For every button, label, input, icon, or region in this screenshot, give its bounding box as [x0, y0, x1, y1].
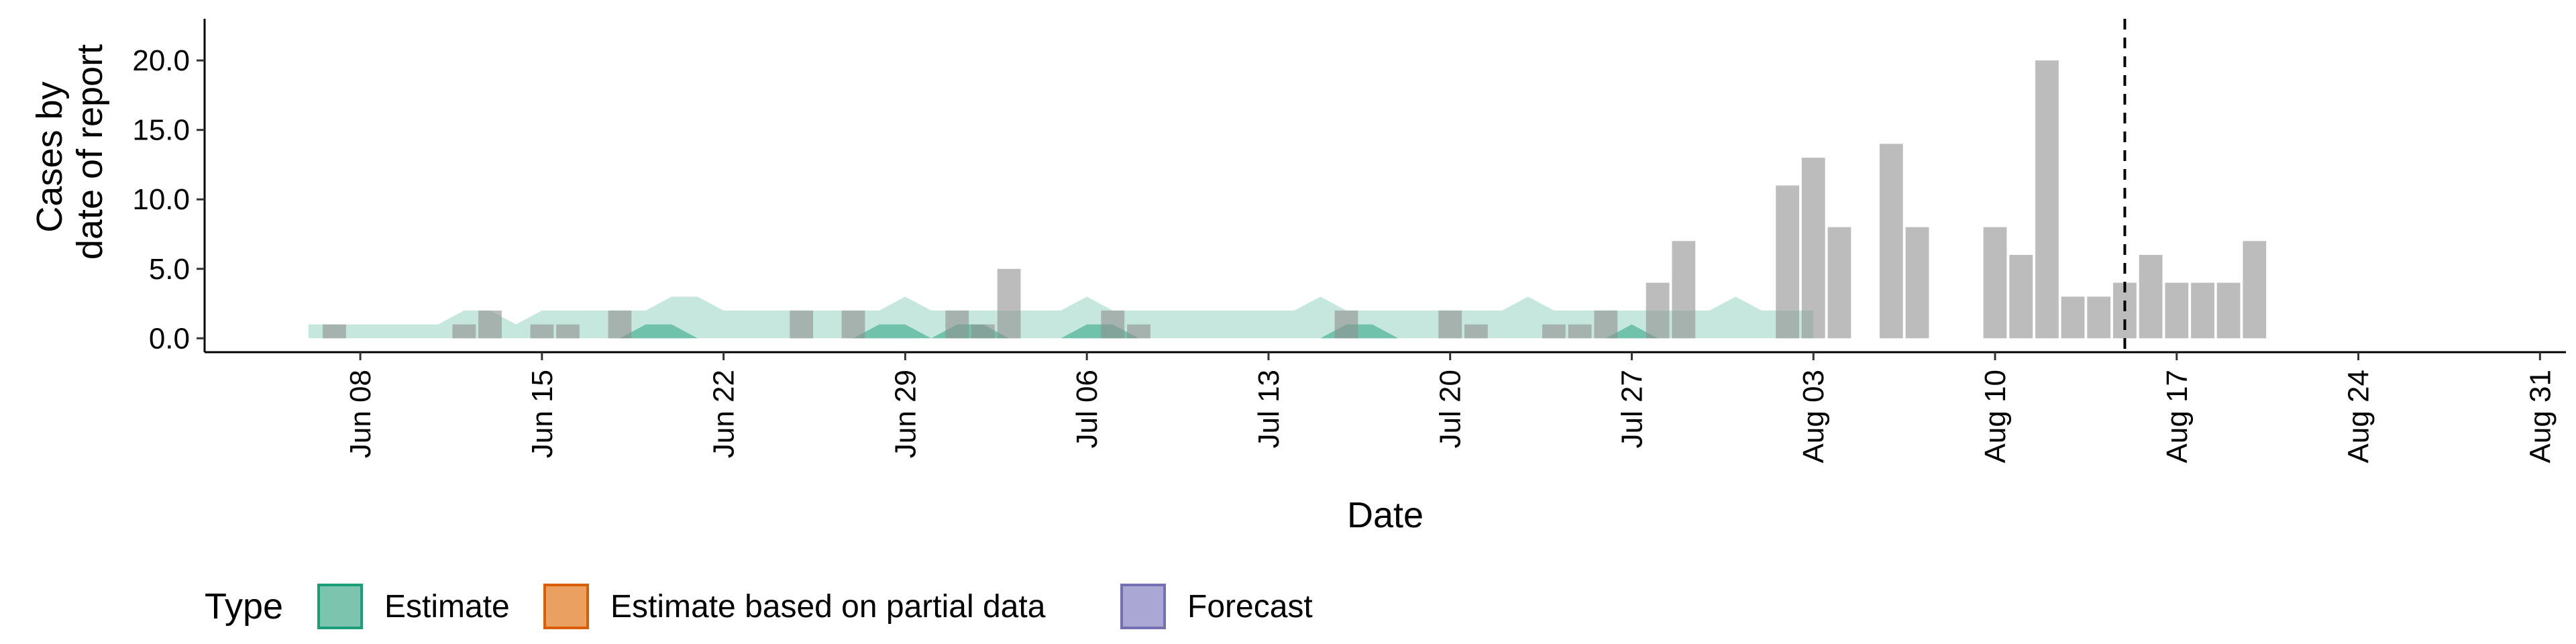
y-tick-label: 20.0: [132, 44, 190, 77]
case-bar: [1801, 158, 1825, 339]
legend-swatch: [317, 584, 363, 629]
case-bar: [1438, 310, 1462, 339]
case-bar: [2165, 282, 2189, 339]
legend-label: Forecast: [1187, 589, 1313, 625]
series-0-inner-band: [308, 324, 1814, 339]
x-tick-label: Aug 10: [1979, 370, 2012, 463]
x-tick-label: Jun 08: [344, 370, 377, 458]
x-tick-label: Aug 24: [2343, 370, 2375, 463]
case-bar: [997, 268, 1021, 339]
x-tick-label: Aug 17: [2161, 370, 2194, 463]
series-0-outer-band: [308, 297, 1814, 339]
case-bar: [1776, 185, 1799, 339]
case-bar: [2009, 255, 2033, 339]
case-bar: [1879, 144, 1903, 339]
x-axis-title: Date: [1347, 495, 1424, 535]
x-tick-label: Jun 29: [889, 370, 922, 458]
case-bar: [1127, 324, 1150, 339]
plot-area: [308, 19, 2267, 352]
case-bar: [945, 310, 969, 339]
case-bar: [1464, 324, 1488, 339]
y-axis-title-line-2: date of report: [70, 44, 110, 260]
case-bar: [1905, 227, 1929, 339]
x-tick-label: Jul 13: [1252, 370, 1285, 448]
case-bar: [452, 324, 476, 339]
case-bar: [1594, 310, 1618, 339]
y-tick-label: 10.0: [132, 183, 190, 216]
case-bar: [2216, 282, 2241, 339]
legend-label: Estimate: [384, 589, 510, 625]
legend: Type Estimate Estimate based on partial da…: [205, 584, 1313, 629]
y-axis-title-line-1: Cases by: [30, 81, 70, 232]
legend-title: Type: [205, 586, 283, 627]
case-bar: [2061, 297, 2085, 339]
x-tick-label: Aug 31: [2524, 370, 2557, 463]
legend-swatch: [1120, 584, 1166, 629]
case-bar: [841, 310, 865, 339]
case-bar: [1568, 324, 1592, 339]
case-bar: [2243, 241, 2267, 339]
case-bar: [790, 310, 814, 339]
legend-label: Estimate based on partial data: [610, 589, 1046, 625]
case-bar: [1646, 282, 1670, 339]
case-bar: [323, 324, 346, 339]
legend-swatch: [543, 584, 589, 629]
x-tick-label: Jul 06: [1071, 370, 1104, 448]
x-tick-label: Jun 22: [708, 370, 741, 458]
case-bar: [608, 310, 632, 339]
case-bar: [1101, 310, 1125, 339]
x-tick-label: Jun 15: [526, 370, 559, 458]
case-bar: [556, 324, 580, 339]
x-tick-label: Jul 20: [1434, 370, 1467, 448]
case-bar: [478, 310, 502, 339]
case-bar: [1672, 241, 1696, 339]
case-bar: [1334, 310, 1358, 339]
case-bar: [530, 324, 554, 339]
case-bar: [2139, 255, 2163, 339]
x-tick-label: Aug 03: [1797, 370, 1830, 463]
y-tick-label: 15.0: [132, 114, 190, 147]
case-bar: [2087, 297, 2111, 339]
case-bar: [1827, 227, 1851, 339]
case-bar: [2035, 60, 2059, 339]
y-tick-label: 5.0: [149, 253, 190, 286]
case-bar: [1542, 324, 1566, 339]
x-tick-label: Jul 27: [1615, 370, 1648, 448]
y-axis-title: Cases by date of report: [30, 44, 110, 260]
case-bar: [2191, 282, 2214, 339]
case-bar: [1983, 227, 2007, 339]
y-tick-label: 0.0: [149, 322, 190, 355]
case-bar: [971, 324, 995, 339]
x-axis: Jun 08 Jun 15 Jun 22 Jun 29 Jul 06 Jul 13 Jul …: [205, 351, 2566, 463]
y-axis: 0.0 5.0 10.0 15.0 20.0: [132, 19, 206, 355]
